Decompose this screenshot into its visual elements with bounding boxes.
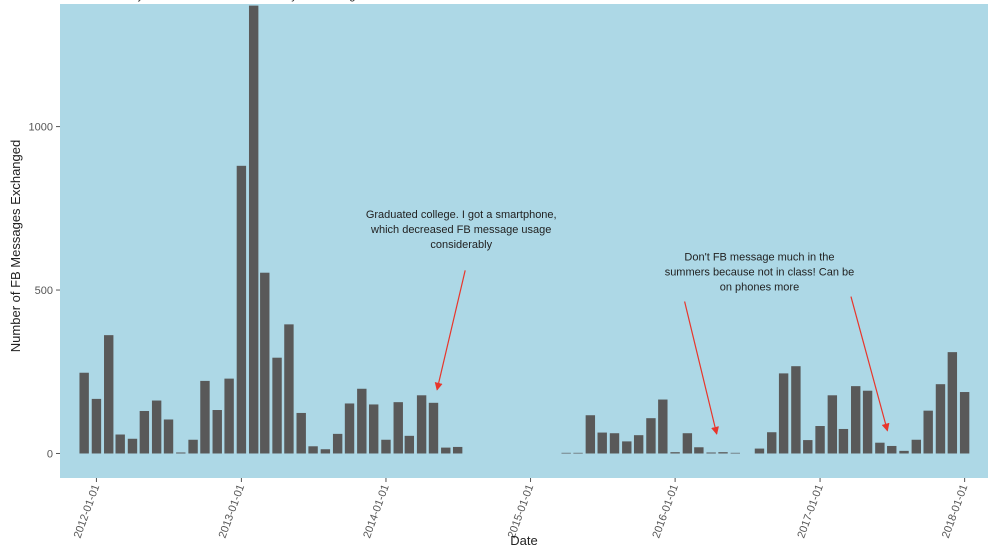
bar	[428, 402, 439, 454]
bar	[332, 433, 343, 454]
bar	[452, 446, 463, 454]
bar	[284, 324, 294, 454]
bar	[224, 378, 234, 454]
bar	[670, 452, 680, 454]
annotation-text: Graduated college. I got a smartphone, wh…	[366, 209, 557, 251]
bar	[694, 447, 704, 454]
bar	[200, 380, 210, 454]
bar	[646, 418, 656, 454]
bar	[935, 384, 946, 454]
bar	[139, 410, 150, 454]
x-tick-label: 2012-01-01	[72, 483, 103, 540]
bar	[368, 404, 379, 454]
annotation-arrow	[684, 301, 719, 435]
bar	[104, 335, 114, 454]
bar	[815, 426, 825, 454]
bar	[561, 452, 571, 454]
bar	[573, 452, 583, 454]
bar	[730, 452, 740, 454]
bar	[827, 395, 838, 454]
bar	[188, 439, 198, 454]
bar	[91, 398, 102, 454]
annotation-text: Study abroad! Couldn't text so mostly FB…	[115, 0, 368, 2]
bar	[622, 441, 632, 454]
annotations: Study abroad! Couldn't text so mostly FB…	[115, 0, 890, 435]
annotation-text: Don't FB message much in the summers beca…	[665, 252, 855, 294]
y-axis-title: Number of FB Messages Exchanged	[8, 140, 23, 352]
bar	[609, 433, 620, 454]
bar	[416, 395, 427, 454]
bar-series	[79, 5, 970, 454]
bar	[633, 435, 644, 454]
bar	[163, 419, 174, 454]
bar	[357, 388, 367, 454]
plot-panel	[60, 4, 988, 478]
bar	[597, 432, 607, 454]
bar	[803, 440, 813, 454]
bar	[778, 373, 789, 454]
y-tick-label: 500	[35, 285, 53, 297]
bar	[441, 447, 451, 454]
y-tick-label: 1000	[29, 122, 53, 134]
bar	[381, 439, 391, 454]
bar	[658, 399, 668, 454]
bar	[585, 415, 596, 454]
x-tick-label: 2017-01-01	[795, 483, 826, 540]
bar	[236, 165, 247, 454]
bar	[899, 450, 909, 454]
bar	[344, 403, 355, 454]
bar	[959, 392, 970, 454]
annotation-arrow	[850, 296, 890, 432]
bar	[176, 452, 186, 454]
bar	[754, 448, 765, 454]
bar	[404, 435, 415, 454]
bar	[320, 449, 331, 454]
bar	[947, 352, 958, 454]
bar	[767, 432, 777, 454]
x-axis-title: Date	[510, 533, 537, 548]
bar	[923, 410, 933, 454]
y-tick-label: 0	[47, 448, 53, 460]
bar	[911, 439, 922, 454]
bar	[718, 452, 728, 454]
bar	[682, 433, 693, 454]
x-tick-label: 2014-01-01	[361, 483, 392, 540]
bar	[791, 366, 801, 454]
x-tick-label: 2013-01-01	[217, 483, 248, 540]
x-tick-label: 2016-01-01	[650, 483, 681, 540]
bar	[212, 410, 222, 454]
bar	[862, 390, 873, 454]
bar	[151, 400, 162, 454]
bar	[851, 386, 861, 454]
bar	[115, 434, 125, 454]
bar	[875, 442, 885, 454]
bar	[248, 5, 259, 454]
bar	[887, 445, 897, 454]
bar	[79, 372, 89, 454]
y-axis: 0 500 1000	[29, 122, 60, 460]
bar	[308, 446, 318, 454]
bar	[296, 412, 306, 454]
bar	[838, 428, 849, 454]
x-tick-label: 2018-01-01	[940, 483, 971, 540]
bar	[260, 272, 270, 454]
bar	[393, 402, 403, 454]
x-tick-label: 2015-01-01	[506, 483, 537, 540]
annotation-arrow	[434, 270, 466, 391]
bar	[272, 357, 282, 454]
bar	[706, 452, 716, 454]
x-axis: 2012-01-01 2013-01-01 2014-01-01 2015-01-01…	[72, 478, 971, 540]
bar	[127, 438, 138, 454]
